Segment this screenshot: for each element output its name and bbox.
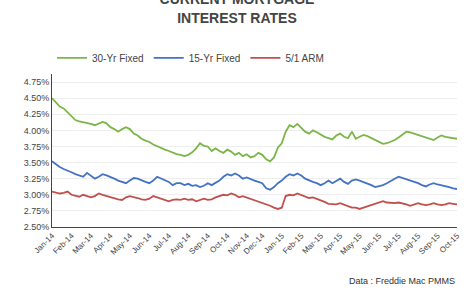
svg-text:Oct-14: Oct-14 xyxy=(208,231,232,255)
svg-text:4.25%: 4.25% xyxy=(24,109,50,119)
svg-text:3.00%: 3.00% xyxy=(24,190,50,200)
svg-text:Jul-14: Jul-14 xyxy=(151,231,173,253)
svg-text:15-Yr Fixed: 15-Yr Fixed xyxy=(189,53,241,64)
svg-text:Jan-14: Jan-14 xyxy=(33,231,57,255)
svg-text:2.50%: 2.50% xyxy=(24,222,50,232)
svg-text:3.75%: 3.75% xyxy=(24,142,50,152)
svg-text:CURRENT MORTGAGEINTEREST RATES: CURRENT MORTGAGEINTEREST RATES xyxy=(160,0,315,26)
svg-text:2.75%: 2.75% xyxy=(24,206,50,216)
svg-text:Mar-14: Mar-14 xyxy=(71,231,96,256)
svg-text:Oct-15: Oct-15 xyxy=(438,231,462,255)
svg-text:Data : Freddie Mac PMMS: Data : Freddie Mac PMMS xyxy=(349,276,455,286)
svg-text:Sep-14: Sep-14 xyxy=(187,231,212,256)
svg-text:5/1 ARM: 5/1 ARM xyxy=(285,53,323,64)
svg-text:Aug-14: Aug-14 xyxy=(168,231,193,256)
svg-text:Sep-15: Sep-15 xyxy=(417,231,442,256)
svg-text:3.50%: 3.50% xyxy=(24,158,50,168)
svg-text:Apr-14: Apr-14 xyxy=(91,231,115,255)
svg-text:Dec-14: Dec-14 xyxy=(242,231,267,256)
svg-text:Mar-15: Mar-15 xyxy=(301,231,326,256)
svg-text:3.25%: 3.25% xyxy=(24,174,50,184)
svg-text:30-Yr Fixed: 30-Yr Fixed xyxy=(92,53,144,64)
svg-text:Aug-15: Aug-15 xyxy=(398,231,423,256)
svg-text:Jun-14: Jun-14 xyxy=(130,231,154,255)
svg-text:Feb-14: Feb-14 xyxy=(51,231,76,256)
svg-text:Jul-15: Jul-15 xyxy=(381,231,403,253)
svg-text:Nov-14: Nov-14 xyxy=(226,231,251,256)
svg-text:4.75%: 4.75% xyxy=(24,77,50,87)
svg-text:Apr-15: Apr-15 xyxy=(321,231,345,255)
svg-text:May-14: May-14 xyxy=(109,231,135,257)
svg-text:Jan-15: Jan-15 xyxy=(262,231,286,255)
svg-text:4.50%: 4.50% xyxy=(24,93,50,103)
svg-text:May-15: May-15 xyxy=(339,231,365,257)
svg-text:Jun-15: Jun-15 xyxy=(360,231,384,255)
svg-text:4.00%: 4.00% xyxy=(24,126,50,136)
svg-text:Feb-15: Feb-15 xyxy=(281,231,306,256)
